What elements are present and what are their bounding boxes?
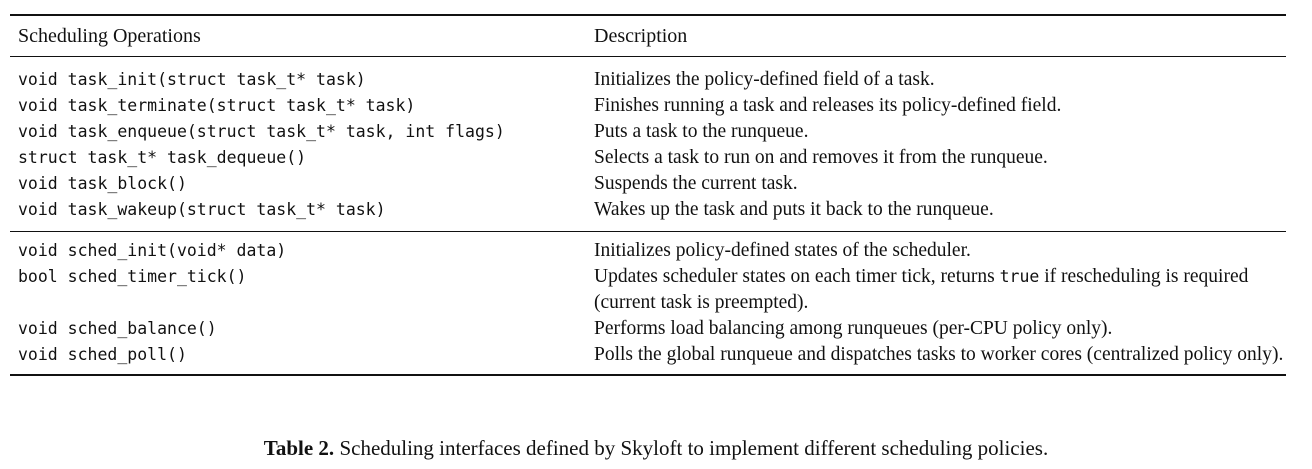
operation-description: Initializes the policy-defined field of …: [594, 69, 935, 90]
operation-signature: void task_wakeup(struct task_t* task): [18, 200, 386, 219]
group-divider-rule: [10, 231, 1286, 232]
table-row: void sched_poll() Polls the global runqu…: [10, 342, 1286, 368]
table-bottom-rule: [10, 374, 1286, 376]
table-row: void task_terminate(struct task_t* task)…: [10, 93, 1286, 119]
table-row: struct task_t* task_dequeue() Selects a …: [10, 145, 1286, 171]
operation-signature: void sched_poll(): [18, 345, 187, 364]
caption-text: Scheduling interfaces defined by Skyloft…: [334, 436, 1049, 460]
scheduling-interfaces-table: Scheduling Operations Description void t…: [10, 14, 1286, 376]
sched-operations-group: void sched_init(void* data) Initializes …: [10, 232, 1286, 374]
inline-code-true: true: [999, 267, 1040, 286]
table-row: void task_enqueue(struct task_t* task, i…: [10, 119, 1286, 145]
header-scheduling-operations: Scheduling Operations: [18, 25, 201, 47]
table-row: void task_init(struct task_t* task) Init…: [10, 67, 1286, 93]
table-row: void task_block() Suspends the current t…: [10, 171, 1286, 197]
operation-description: Finishes running a task and releases its…: [594, 95, 1062, 116]
operation-signature: void task_enqueue(struct task_t* task, i…: [18, 122, 505, 141]
operation-description: Initializes policy-defined states of the…: [594, 240, 971, 261]
table-row: void sched_balance() Performs load balan…: [10, 316, 1286, 342]
description-text: if rescheduling is required (current tas…: [594, 266, 1249, 313]
operation-description: Suspends the current task.: [594, 173, 798, 194]
operation-description: Performs load balancing among runqueues …: [594, 318, 1113, 339]
operation-signature: void task_terminate(struct task_t* task): [18, 96, 416, 115]
operation-signature: void sched_balance(): [18, 319, 217, 338]
operation-description: Polls the global runqueue and dispatches…: [594, 344, 1284, 365]
table-row: void sched_init(void* data) Initializes …: [10, 238, 1286, 264]
operation-description: Updates scheduler states on each timer t…: [594, 264, 1286, 316]
table-top-rule: [10, 14, 1286, 16]
operation-signature: void task_block(): [18, 174, 187, 193]
table-row: void task_wakeup(struct task_t* task) Wa…: [10, 197, 1286, 223]
operation-description: Selects a task to run on and removes it …: [594, 147, 1048, 168]
caption-label: Table 2.: [263, 436, 335, 460]
description-text: Updates scheduler states on each timer t…: [594, 266, 1000, 287]
table-row: bool sched_timer_tick() Updates schedule…: [10, 264, 1286, 316]
operation-description: Wakes up the task and puts it back to th…: [594, 199, 994, 220]
operation-signature: struct task_t* task_dequeue(): [18, 148, 307, 167]
operation-description: Puts a task to the runqueue.: [594, 121, 809, 142]
header-description: Description: [594, 25, 688, 47]
table-caption: Table 2. Scheduling interfaces defined b…: [0, 436, 1312, 460]
task-operations-group: void task_init(struct task_t* task) Init…: [10, 57, 1286, 231]
table-header-row: Scheduling Operations Description: [10, 16, 1286, 56]
header-rule: [10, 56, 1286, 57]
operation-signature: bool sched_timer_tick(): [18, 267, 247, 286]
operation-signature: void task_init(struct task_t* task): [18, 70, 366, 89]
operation-signature: void sched_init(void* data): [18, 241, 287, 260]
